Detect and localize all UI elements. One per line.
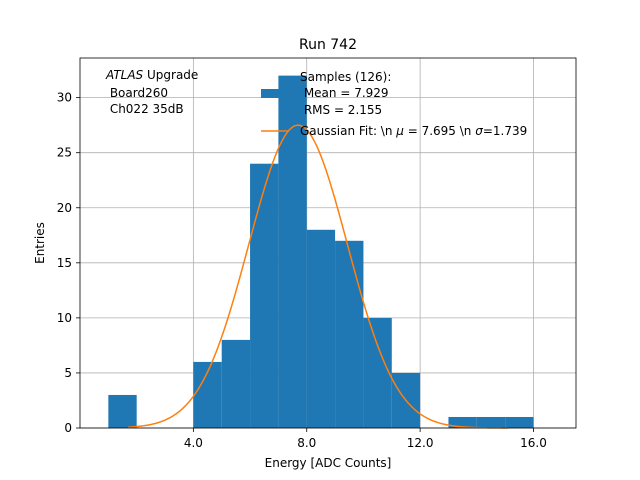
legend-samples-line-1: Samples (126): xyxy=(300,70,391,84)
histogram-bar xyxy=(108,394,137,428)
x-tick-label: 8.0 xyxy=(297,436,316,450)
y-tick-label: 10 xyxy=(57,311,72,325)
legend-samples-line-2: Mean = 7.929 xyxy=(300,86,389,100)
legend-samples-line-3: RMS = 2.155 xyxy=(300,103,382,117)
histogram-bar xyxy=(250,163,279,428)
histogram-bar xyxy=(448,416,477,428)
x-axis-label: Energy [ADC Counts] xyxy=(265,456,392,470)
y-tick-label: 5 xyxy=(64,366,72,380)
y-tick-label: 15 xyxy=(57,256,72,270)
x-tick-label: 12.0 xyxy=(407,436,434,450)
histogram-bar xyxy=(278,75,307,428)
histogram-bar xyxy=(363,317,392,428)
legend: Samples (126): Mean = 7.929 RMS = 2.155 … xyxy=(261,70,527,138)
histogram-bar xyxy=(476,416,506,428)
y-axis-ticks: 0 5 10 15 20 25 30 xyxy=(57,91,80,435)
histogram-bar xyxy=(505,416,534,428)
gaussian-fit-curve xyxy=(128,124,508,429)
x-tick-label: 4.0 xyxy=(184,436,203,450)
legend-samples-swatch xyxy=(261,89,289,98)
y-axis-label: Entries xyxy=(33,222,47,264)
y-tick-label: 30 xyxy=(57,91,72,105)
plot-frame xyxy=(79,57,577,429)
annotation-channel: Ch022 35dB xyxy=(106,102,184,116)
y-tick-label: 25 xyxy=(57,146,72,160)
svg-text:ATLAS Upgrade: ATLAS Upgrade xyxy=(105,68,198,82)
y-tick-label: 20 xyxy=(57,201,72,215)
annotation-board: Board260 xyxy=(106,86,168,100)
x-axis-ticks: 4.0 8.0 12.0 16.0 xyxy=(184,428,547,450)
annotation-upgrade: Upgrade xyxy=(143,68,198,82)
histogram-bar xyxy=(306,229,336,428)
chart-title: Run 742 xyxy=(299,37,357,53)
annotation-atlas: ATLAS xyxy=(105,68,144,82)
histogram-bar xyxy=(221,339,251,428)
histogram-bar xyxy=(335,240,364,428)
y-tick-label: 0 xyxy=(64,421,72,435)
x-tick-label: 16.0 xyxy=(520,436,547,450)
legend-fit-label: Gaussian Fit: \n μ = 7.695 \n σ=1.739 xyxy=(300,124,527,138)
histogram-bars xyxy=(108,75,534,428)
atlas-annotation: ATLAS Upgrade Board260 Ch022 35dB xyxy=(105,68,198,116)
